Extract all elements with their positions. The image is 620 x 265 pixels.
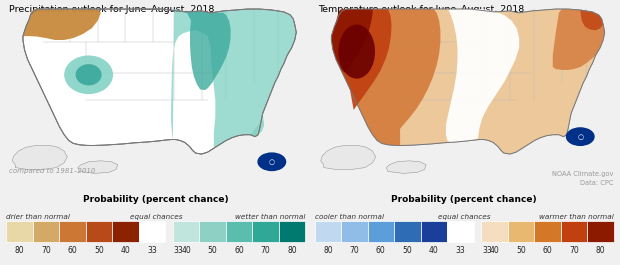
Ellipse shape	[76, 64, 102, 85]
Text: 60: 60	[68, 246, 78, 255]
Bar	[368, 221, 394, 242]
Text: Probability (percent chance): Probability (percent chance)	[83, 195, 229, 204]
Text: 60: 60	[542, 246, 552, 255]
Polygon shape	[331, 9, 604, 154]
Text: Temperature outlook for June–August, 2018: Temperature outlook for June–August, 201…	[317, 5, 524, 14]
Polygon shape	[386, 161, 426, 173]
Ellipse shape	[64, 55, 113, 94]
Bar	[534, 221, 561, 242]
Bar	[587, 221, 614, 242]
Text: 80: 80	[323, 246, 333, 255]
Text: 40: 40	[490, 246, 500, 255]
Polygon shape	[171, 9, 296, 148]
Text: 80: 80	[287, 246, 297, 255]
Bar	[561, 221, 587, 242]
Text: 40: 40	[120, 246, 130, 255]
Polygon shape	[553, 9, 604, 70]
Text: 33: 33	[174, 246, 184, 255]
Bar	[481, 221, 508, 242]
Bar	[420, 221, 447, 242]
Circle shape	[567, 128, 594, 145]
Polygon shape	[12, 145, 67, 170]
Polygon shape	[23, 9, 296, 154]
Bar	[252, 221, 279, 242]
Text: cooler than normal: cooler than normal	[314, 214, 384, 220]
Text: compared to 1981–2010: compared to 1981–2010	[9, 167, 95, 174]
Text: drier than normal: drier than normal	[6, 214, 70, 220]
Text: 40: 40	[181, 246, 191, 255]
Text: 60: 60	[234, 246, 244, 255]
Bar	[394, 221, 420, 242]
Text: Precipitation outlook for June–August, 2018: Precipitation outlook for June–August, 2…	[9, 5, 215, 14]
Polygon shape	[580, 10, 603, 30]
Circle shape	[258, 153, 286, 170]
Text: equal chances: equal chances	[438, 214, 490, 220]
Text: 50: 50	[516, 246, 526, 255]
Bar	[173, 221, 200, 242]
Text: wetter than normal: wetter than normal	[235, 214, 306, 220]
Text: 70: 70	[261, 246, 270, 255]
Polygon shape	[23, 9, 101, 40]
Text: 33: 33	[147, 246, 157, 255]
Ellipse shape	[339, 25, 375, 79]
Bar	[33, 221, 59, 242]
Text: 70: 70	[350, 246, 359, 255]
Bar	[279, 221, 306, 242]
Polygon shape	[250, 113, 264, 137]
Polygon shape	[331, 9, 392, 110]
Text: 50: 50	[208, 246, 218, 255]
Polygon shape	[331, 9, 440, 145]
Text: 33: 33	[456, 246, 465, 255]
Text: Probability (percent chance): Probability (percent chance)	[391, 195, 537, 204]
Polygon shape	[321, 145, 376, 170]
Text: equal chances: equal chances	[130, 214, 182, 220]
Bar	[447, 221, 474, 242]
Text: 80: 80	[596, 246, 605, 255]
Bar	[226, 221, 252, 242]
Bar	[314, 221, 341, 242]
Text: NOAA Climate.gov
Data: CPC: NOAA Climate.gov Data: CPC	[552, 171, 614, 186]
Bar	[341, 221, 368, 242]
Text: 50: 50	[94, 246, 104, 255]
Text: 33: 33	[482, 246, 492, 255]
Polygon shape	[331, 9, 604, 154]
Bar	[139, 221, 165, 242]
Bar	[59, 221, 86, 242]
Polygon shape	[331, 9, 373, 72]
Polygon shape	[542, 89, 576, 138]
Polygon shape	[78, 161, 118, 173]
Text: 60: 60	[376, 246, 386, 255]
Text: 40: 40	[429, 246, 439, 255]
Text: 50: 50	[402, 246, 412, 255]
Bar	[6, 221, 33, 242]
Text: ○: ○	[268, 159, 275, 165]
Text: 70: 70	[569, 246, 579, 255]
Text: 80: 80	[15, 246, 24, 255]
Bar	[112, 221, 139, 242]
Text: warmer than normal: warmer than normal	[539, 214, 614, 220]
Bar	[86, 221, 112, 242]
Bar	[508, 221, 534, 242]
Polygon shape	[187, 11, 231, 90]
Text: 70: 70	[41, 246, 51, 255]
Text: ○: ○	[577, 134, 583, 140]
Bar	[200, 221, 226, 242]
Polygon shape	[433, 9, 519, 143]
